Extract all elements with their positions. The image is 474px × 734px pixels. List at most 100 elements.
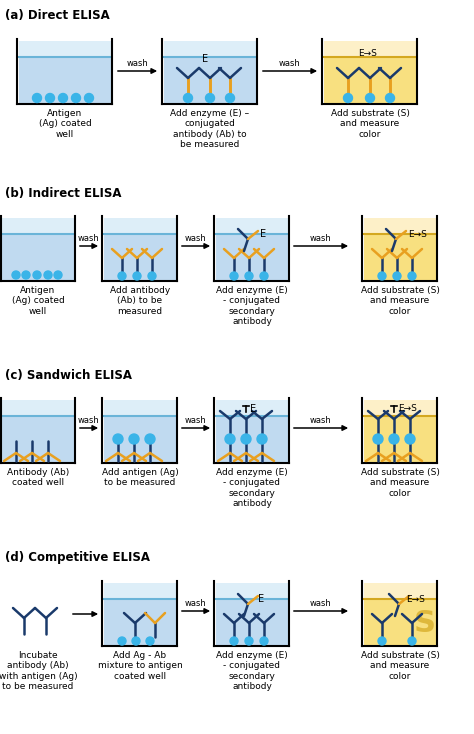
Circle shape [408, 272, 416, 280]
Circle shape [84, 93, 93, 103]
Bar [216, 583, 288, 644]
Bar [104, 583, 176, 644]
Circle shape [46, 93, 55, 103]
Text: wash: wash [185, 599, 207, 608]
Text: S: S [414, 608, 436, 638]
Bar [324, 40, 416, 103]
Text: (a) Direct ELISA: (a) Direct ELISA [5, 9, 110, 22]
Circle shape [12, 271, 20, 279]
Circle shape [378, 272, 386, 280]
Text: wash: wash [78, 416, 100, 425]
Bar [216, 234, 288, 280]
Circle shape [132, 637, 140, 645]
Bar [216, 399, 288, 462]
Text: E: E [260, 229, 266, 239]
Text: E→S: E→S [398, 404, 417, 413]
Circle shape [146, 637, 154, 645]
Bar [364, 234, 436, 280]
Circle shape [133, 272, 141, 280]
Circle shape [118, 637, 126, 645]
Bar [104, 234, 176, 280]
Circle shape [245, 637, 253, 645]
Text: Add enzyme (E)
- conjugated
secondary
antibody: Add enzyme (E) - conjugated secondary an… [216, 651, 288, 691]
Circle shape [206, 93, 215, 103]
Circle shape [389, 434, 399, 444]
Circle shape [344, 93, 353, 103]
Text: Antigen
(Ag) coated
well: Antigen (Ag) coated well [12, 286, 64, 316]
Bar [104, 217, 176, 280]
Circle shape [44, 271, 52, 279]
Bar [216, 416, 288, 462]
Text: E: E [250, 404, 256, 414]
Bar [104, 599, 176, 644]
Text: Add substrate (S)
and measure
color: Add substrate (S) and measure color [330, 109, 410, 139]
Circle shape [230, 637, 238, 645]
Circle shape [33, 271, 41, 279]
Circle shape [145, 434, 155, 444]
Circle shape [257, 434, 267, 444]
Circle shape [72, 93, 81, 103]
Bar [104, 416, 176, 462]
Bar [19, 57, 111, 103]
Text: Antigen
(Ag) coated
well: Antigen (Ag) coated well [38, 109, 91, 139]
Text: wash: wash [127, 59, 148, 68]
Circle shape [365, 93, 374, 103]
Text: Incubate
antibody (Ab)
with antigen (Ag)
to be measured: Incubate antibody (Ab) with antigen (Ag)… [0, 651, 77, 691]
Text: E: E [258, 595, 264, 604]
Text: E→S: E→S [406, 595, 425, 603]
Bar [2, 234, 74, 280]
Bar [2, 217, 74, 280]
Text: Antibody (Ab)
coated well: Antibody (Ab) coated well [7, 468, 69, 487]
Bar [364, 399, 436, 462]
Bar [216, 599, 288, 644]
Text: (b) Indirect ELISA: (b) Indirect ELISA [5, 187, 121, 200]
Bar [324, 57, 416, 103]
Bar [364, 599, 436, 644]
Bar [104, 399, 176, 462]
Circle shape [405, 434, 415, 444]
Bar [364, 583, 436, 644]
Circle shape [129, 434, 139, 444]
Text: wash: wash [78, 234, 100, 243]
Circle shape [183, 93, 192, 103]
Circle shape [33, 93, 42, 103]
Circle shape [260, 272, 268, 280]
Text: Add antigen (Ag)
to be measured: Add antigen (Ag) to be measured [101, 468, 178, 487]
Text: wash: wash [185, 234, 207, 243]
Text: Add antibody
(Ab) to be
measured: Add antibody (Ab) to be measured [110, 286, 170, 316]
Text: E→S: E→S [358, 49, 377, 58]
Text: Add enzyme (E)
- conjugated
secondary
antibody: Add enzyme (E) - conjugated secondary an… [216, 286, 288, 326]
Text: (d) Competitive ELISA: (d) Competitive ELISA [5, 551, 150, 564]
Circle shape [245, 272, 253, 280]
Bar [164, 40, 256, 103]
Text: Add enzyme (E)
- conjugated
secondary
antibody: Add enzyme (E) - conjugated secondary an… [216, 468, 288, 508]
Circle shape [385, 93, 394, 103]
Circle shape [408, 637, 416, 645]
Circle shape [393, 272, 401, 280]
Circle shape [58, 93, 67, 103]
Circle shape [378, 637, 386, 645]
Bar [2, 399, 74, 462]
Circle shape [118, 272, 126, 280]
Text: wash: wash [310, 416, 332, 425]
Bar [216, 217, 288, 280]
Circle shape [225, 434, 235, 444]
Bar [364, 416, 436, 462]
Circle shape [54, 271, 62, 279]
Text: Add substrate (S)
and measure
color: Add substrate (S) and measure color [361, 468, 439, 498]
Circle shape [373, 434, 383, 444]
Text: Add enzyme (E) –
conjugated
antibody (Ab) to
be measured: Add enzyme (E) – conjugated antibody (Ab… [171, 109, 250, 149]
Text: wash: wash [310, 234, 332, 243]
Bar [164, 57, 256, 103]
Text: Add substrate (S)
and measure
color: Add substrate (S) and measure color [361, 286, 439, 316]
Circle shape [241, 434, 251, 444]
Circle shape [148, 272, 156, 280]
Text: E: E [202, 54, 208, 64]
Text: wash: wash [185, 416, 207, 425]
Circle shape [22, 271, 30, 279]
Text: wash: wash [310, 599, 332, 608]
Text: E→S: E→S [408, 230, 427, 239]
Text: Add substrate (S)
and measure
color: Add substrate (S) and measure color [361, 651, 439, 681]
Circle shape [113, 434, 123, 444]
Text: (c) Sandwich ELISA: (c) Sandwich ELISA [5, 369, 132, 382]
